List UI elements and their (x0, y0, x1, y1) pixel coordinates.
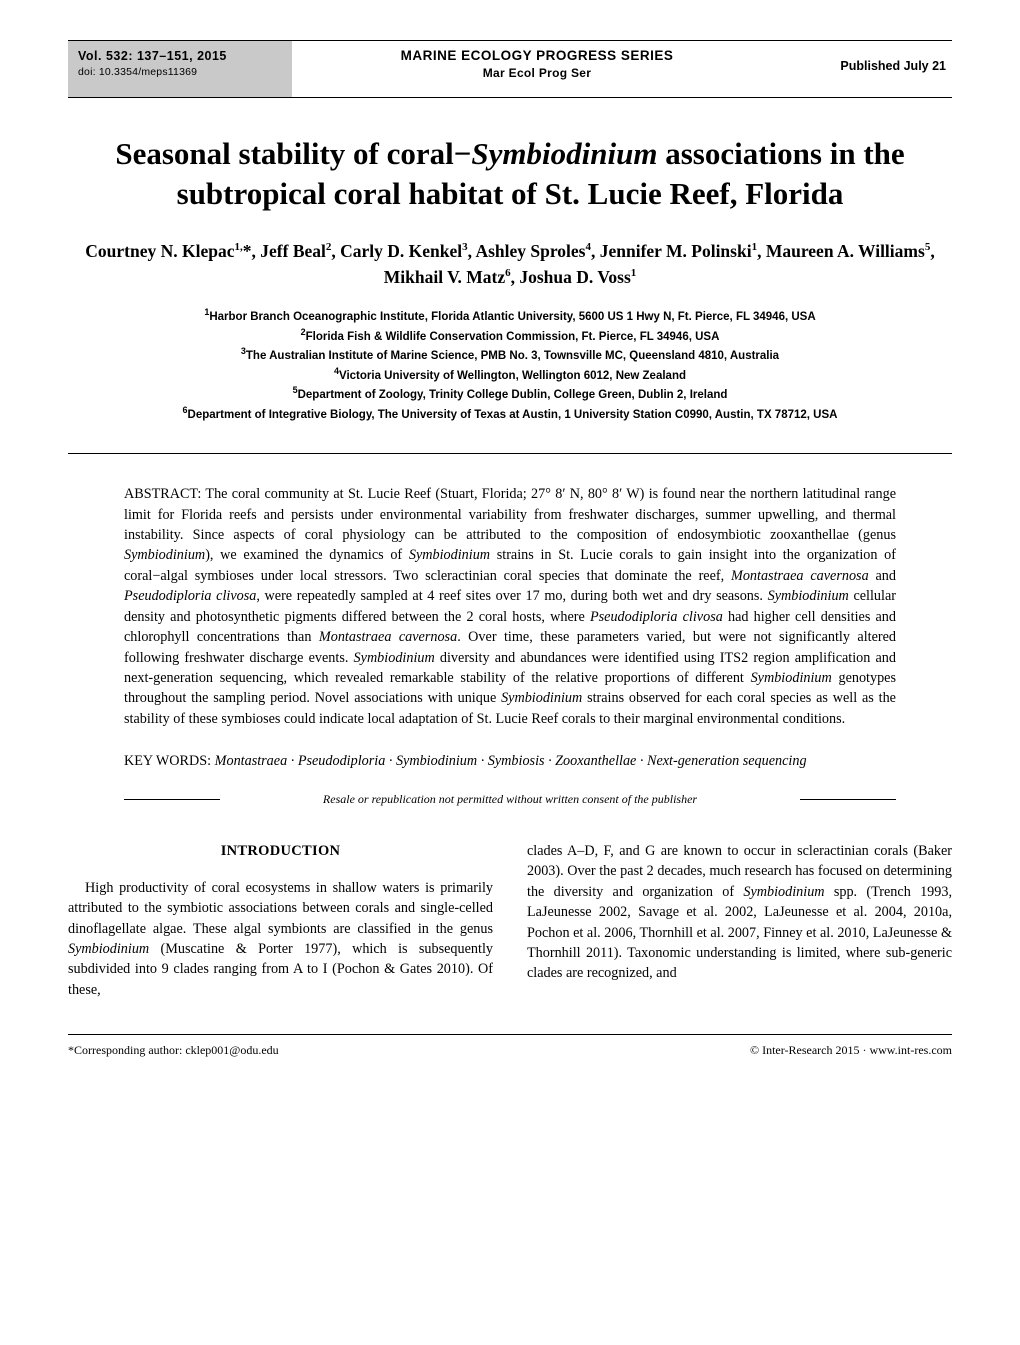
body-paragraph: High productivity of coral ecosystems in… (68, 878, 493, 1001)
affiliation-item: 5Department of Zoology, Trinity College … (76, 384, 944, 404)
affiliation-item: 6Department of Integrative Biology, The … (76, 404, 944, 424)
abstract-text: The coral community at St. Lucie Reef (S… (124, 486, 896, 727)
author-list: Courtney N. Klepac1,*, Jeff Beal2, Carly… (74, 239, 946, 290)
affiliation-item: 1Harbor Branch Oceanographic Institute, … (76, 306, 944, 326)
header-center-block: MARINE ECOLOGY PROGRESS SERIES Mar Ecol … (292, 41, 782, 97)
journal-header-band: Vol. 532: 137–151, 2015 doi: 10.3354/mep… (68, 40, 952, 98)
copyright-line: © Inter-Research 2015 · www.int-res.com (750, 1043, 952, 1058)
abstract-block: ABSTRACT: The coral community at St. Luc… (124, 484, 896, 729)
journal-name: MARINE ECOLOGY PROGRESS SERIES (292, 48, 782, 63)
affiliation-list: 1Harbor Branch Oceanographic Institute, … (76, 306, 944, 423)
journal-abbrev: Mar Ecol Prog Ser (292, 66, 782, 80)
published-date: Published July 21 (840, 59, 946, 73)
affiliation-item: 4Victoria University of Wellington, Well… (76, 365, 944, 385)
divider-top (68, 453, 952, 454)
article-title: Seasonal stability of coral−Symbiodinium… (78, 134, 942, 213)
body-paragraph: clades A–D, F, and G are known to occur … (527, 841, 952, 984)
volume-line: Vol. 532: 137–151, 2015 (78, 49, 282, 63)
body-columns: INTRODUCTION High productivity of coral … (68, 841, 952, 1001)
resale-note-text: Resale or republication not permitted wi… (323, 792, 697, 806)
column-left: INTRODUCTION High productivity of coral … (68, 841, 493, 1001)
page-root: Vol. 532: 137–151, 2015 doi: 10.3354/mep… (0, 0, 1020, 1108)
abstract-label: ABSTRACT: (124, 486, 205, 502)
section-heading-introduction: INTRODUCTION (68, 841, 493, 862)
keywords-label: KEY WORDS: (124, 753, 215, 769)
keywords-block: KEY WORDS: Montastraea · Pseudodiploria … (124, 751, 896, 771)
affiliation-item: 2Florida Fish & Wildlife Conservation Co… (76, 326, 944, 346)
header-left-block: Vol. 532: 137–151, 2015 doi: 10.3354/mep… (68, 41, 292, 97)
corresponding-author: *Corresponding author: cklep001@odu.edu (68, 1043, 279, 1058)
column-right: clades A–D, F, and G are known to occur … (527, 841, 952, 1001)
doi-line: doi: 10.3354/meps11369 (78, 66, 282, 78)
header-right-block: Published July 21 (782, 41, 952, 97)
page-footer: *Corresponding author: cklep001@odu.edu … (68, 1043, 952, 1058)
affiliation-item: 3The Australian Institute of Marine Scie… (76, 345, 944, 365)
divider-footer (68, 1034, 952, 1035)
resale-note: Resale or republication not permitted wi… (68, 792, 952, 807)
keywords-text: Montastraea · Pseudodiploria · Symbiodin… (215, 753, 807, 769)
